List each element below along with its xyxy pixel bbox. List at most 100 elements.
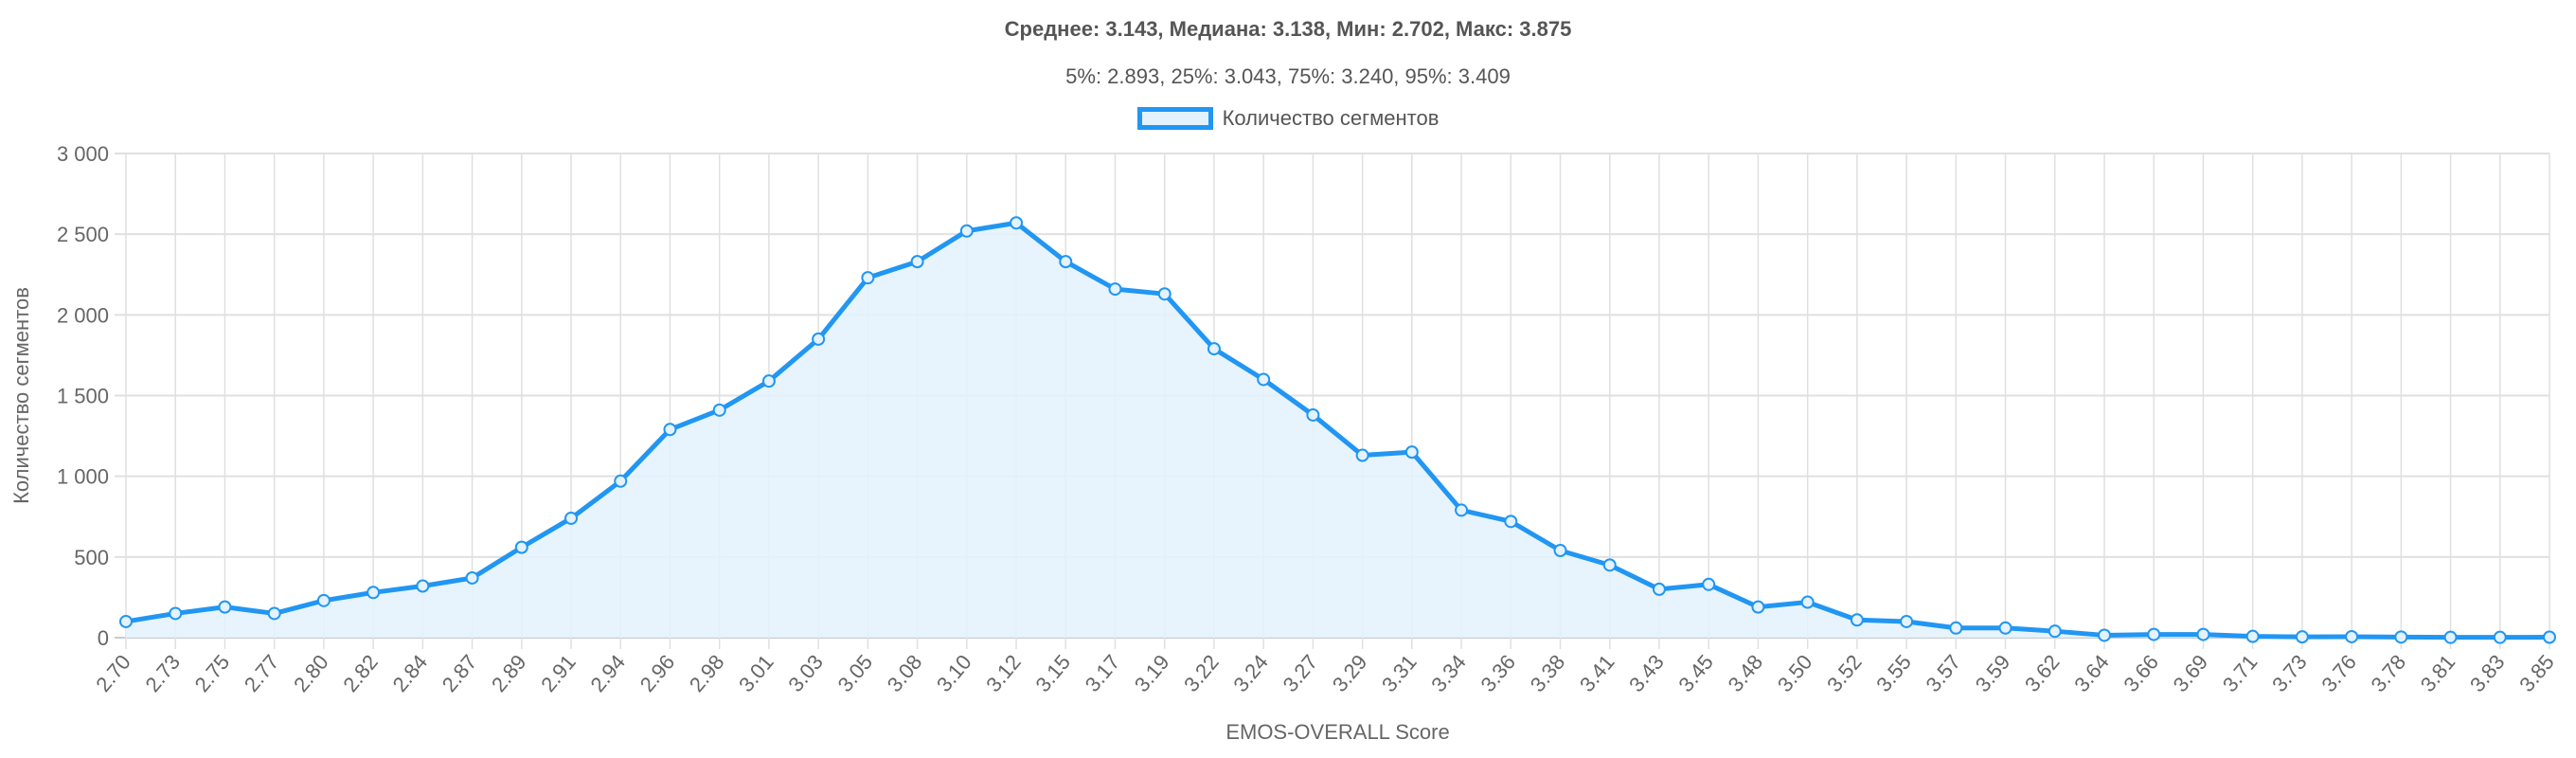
x-tick-label: 3.78 xyxy=(2366,650,2410,696)
series-line xyxy=(125,220,2550,641)
x-tick-label: 2.73 xyxy=(140,650,185,696)
data-point xyxy=(367,586,381,600)
x-axis-title: EMOS-OVERALL Score xyxy=(1225,720,1449,744)
data-point xyxy=(1404,445,1419,460)
x-tick-label: 3.50 xyxy=(1773,650,1817,696)
x-tick-label: 2.96 xyxy=(635,650,680,696)
data-point xyxy=(1504,514,1518,529)
x-tick-label: 3.38 xyxy=(1526,650,1570,696)
data-point xyxy=(1949,621,1963,635)
data-point xyxy=(1306,407,1320,422)
x-tick-label: 3.27 xyxy=(1279,650,1323,696)
x-tick-label: 3.05 xyxy=(833,650,878,696)
y-tick-label: 3 000 xyxy=(57,142,109,166)
legend[interactable]: Количество сегментов xyxy=(0,106,2576,131)
x-tick-label: 3.83 xyxy=(2465,650,2510,696)
data-point xyxy=(1257,372,1271,387)
data-point xyxy=(2097,628,2111,642)
x-tick-label: 3.45 xyxy=(1673,650,1718,696)
data-point xyxy=(712,403,726,417)
x-tick-label: 3.43 xyxy=(1624,650,1669,696)
data-point xyxy=(1108,282,1122,297)
x-tick-label: 2.89 xyxy=(487,650,531,696)
y-tick-label: 0 xyxy=(98,626,109,650)
x-tick-label: 3.48 xyxy=(1724,650,1768,696)
x-tick-label: 3.17 xyxy=(1081,650,1125,696)
legend-swatch xyxy=(1136,107,1213,130)
x-tick-label: 3.81 xyxy=(2416,650,2460,696)
data-point xyxy=(1059,255,1073,269)
x-tick-label: 3.55 xyxy=(1871,650,1916,696)
x-tick-label: 2.77 xyxy=(240,650,284,696)
data-point xyxy=(1850,613,1864,627)
data-point xyxy=(2295,630,2309,644)
x-tick-label: 3.31 xyxy=(1377,650,1422,696)
data-point xyxy=(169,606,183,621)
x-tick-label: 2.87 xyxy=(438,650,482,696)
x-tick-label: 3.08 xyxy=(883,650,927,696)
chart-title: Среднее: 3.143, Медиана: 3.138, Мин: 2.7… xyxy=(1004,17,1572,41)
x-tick-label: 3.73 xyxy=(2267,650,2312,696)
data-point xyxy=(1207,342,1221,356)
data-point xyxy=(910,255,924,269)
data-point xyxy=(465,570,479,585)
data-point xyxy=(761,374,776,388)
data-point xyxy=(119,614,133,628)
x-tick-label: 3.03 xyxy=(783,650,828,696)
x-tick-label: 2.70 xyxy=(91,650,135,696)
data-point xyxy=(1553,544,1567,558)
x-tick-label: 3.22 xyxy=(1179,650,1224,696)
x-tick-label: 3.41 xyxy=(1575,650,1619,696)
data-point xyxy=(1602,558,1617,572)
x-tick-label: 3.10 xyxy=(932,650,976,696)
series-area xyxy=(126,223,2549,638)
x-tick-label: 2.98 xyxy=(685,650,729,696)
data-point xyxy=(1157,287,1172,301)
x-tick-label: 3.85 xyxy=(2514,650,2559,696)
y-tick-label: 1 000 xyxy=(57,465,109,489)
x-tick-label: 3.36 xyxy=(1476,650,1520,696)
data-point xyxy=(416,579,430,593)
data-point xyxy=(614,474,628,488)
x-tick-label: 3.71 xyxy=(2218,650,2263,696)
data-point xyxy=(1010,216,1024,230)
x-tick-label: 3.15 xyxy=(1030,650,1075,696)
x-tick-label: 3.52 xyxy=(1822,650,1867,696)
chart-subtitle: 5%: 2.893, 25%: 3.043, 75%: 3.240, 95%: … xyxy=(1065,64,1511,88)
data-point xyxy=(267,606,281,621)
x-tick-label: 3.62 xyxy=(2020,650,2065,696)
data-point xyxy=(564,511,579,525)
data-point xyxy=(1455,503,1469,517)
data-point xyxy=(1355,448,1369,462)
x-tick-label: 2.82 xyxy=(338,650,383,696)
legend-label: Количество сегментов xyxy=(1222,106,1440,130)
data-point xyxy=(2147,627,2161,641)
x-tick-label: 2.75 xyxy=(190,650,235,696)
x-tick-label: 3.19 xyxy=(1130,650,1174,696)
x-tick-label: 3.66 xyxy=(2119,650,2163,696)
data-point xyxy=(663,423,677,437)
x-tick-label: 3.76 xyxy=(2317,650,2361,696)
data-point xyxy=(959,224,974,238)
data-point xyxy=(1702,577,1716,591)
y-axis-title: Количество сегментов xyxy=(9,287,33,504)
y-tick-label: 1 500 xyxy=(57,385,109,408)
x-tick-label: 3.01 xyxy=(734,650,778,696)
data-point xyxy=(218,600,232,614)
data-point xyxy=(1652,582,1666,596)
data-point xyxy=(2048,624,2062,639)
data-point xyxy=(2543,630,2556,644)
x-tick-label: 3.69 xyxy=(2169,650,2213,696)
data-point xyxy=(514,540,528,554)
x-tick-label: 3.34 xyxy=(1426,650,1471,696)
data-point xyxy=(316,593,331,607)
data-point xyxy=(2493,630,2507,644)
data-point xyxy=(2394,630,2408,644)
data-point xyxy=(2345,629,2359,643)
x-tick-label: 2.80 xyxy=(289,650,333,696)
x-tick-label: 2.94 xyxy=(585,650,630,696)
x-tick-label: 3.24 xyxy=(1228,650,1273,696)
data-point xyxy=(1800,595,1815,609)
data-point xyxy=(2245,629,2260,643)
